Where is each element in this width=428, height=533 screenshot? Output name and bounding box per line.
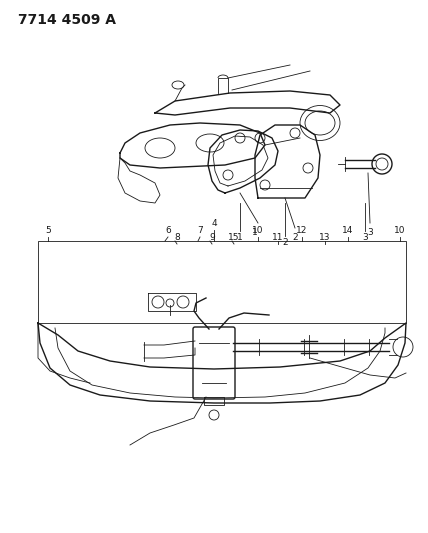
Text: 1: 1 [252,228,258,237]
Text: 10: 10 [394,226,406,235]
Text: 7714 4509 A: 7714 4509 A [18,13,116,27]
Text: 2: 2 [292,233,298,242]
Text: 8: 8 [174,233,180,242]
Text: 6: 6 [165,226,171,235]
Text: 5: 5 [45,226,51,235]
Text: 12: 12 [296,226,308,235]
Text: 13: 13 [319,233,331,242]
Text: 7: 7 [197,226,203,235]
Text: 1: 1 [237,233,243,242]
Text: 14: 14 [342,226,354,235]
Text: 3: 3 [362,233,368,242]
Text: 11: 11 [272,233,284,242]
Text: 3: 3 [367,228,373,237]
Text: 4: 4 [211,219,217,228]
Text: 9: 9 [209,233,215,242]
Text: 2: 2 [282,238,288,247]
Text: 10: 10 [252,226,264,235]
Bar [38,241,406,323]
Text: 15: 15 [228,233,240,242]
